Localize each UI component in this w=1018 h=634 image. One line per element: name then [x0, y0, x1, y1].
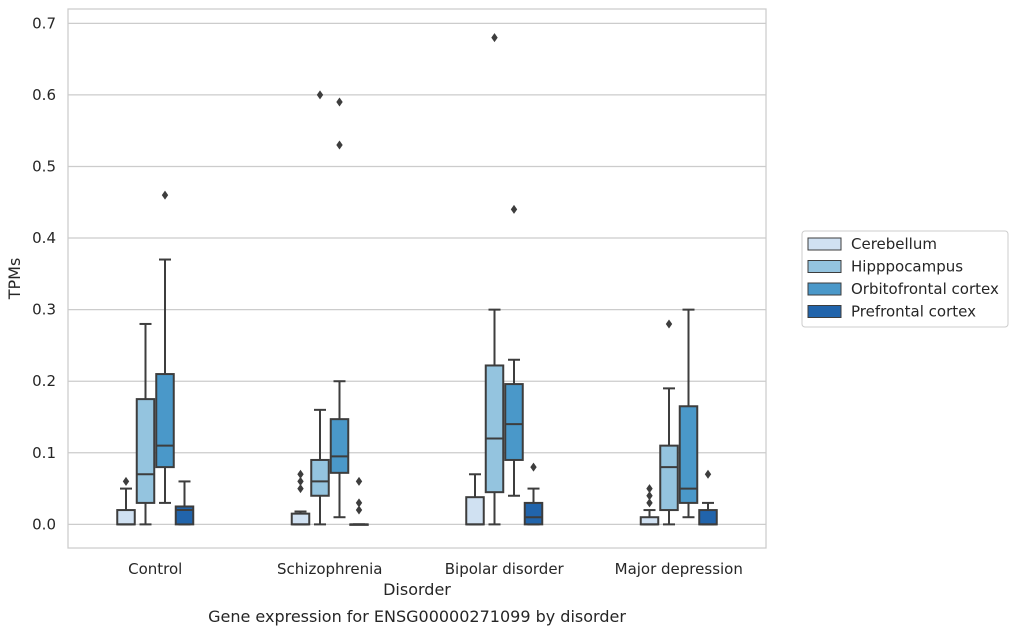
plot-area-frame [67, 8, 767, 549]
y-axis-ticks: 0.0 0.1 0.2 0.3 0.4 0.5 0.6 0.7 [32, 14, 56, 533]
series-prefrontal-cortex [174, 462, 718, 526]
outlier-point [530, 462, 537, 472]
y-tick-label: 0.0 [32, 515, 56, 533]
y-tick-label: 0.3 [32, 301, 56, 319]
box [523, 501, 544, 526]
legend-swatch [807, 305, 842, 318]
outlier-point [665, 319, 673, 329]
y-tick-label: 0.4 [32, 229, 56, 247]
outlier-point [510, 204, 518, 214]
box-groups [116, 33, 718, 526]
box [290, 512, 311, 526]
box [484, 364, 505, 494]
legend-swatch [807, 237, 842, 251]
outlier-point [491, 33, 498, 43]
legend-label: Cerebellum [851, 235, 937, 253]
legend-swatch [807, 260, 842, 273]
outlier-point [355, 498, 363, 508]
outlier-point [297, 469, 304, 479]
outlier-point [646, 484, 653, 494]
outlier-point [704, 469, 712, 479]
outlier-point [646, 498, 653, 508]
y-tick-label: 0.7 [32, 14, 56, 32]
box [135, 398, 156, 504]
x-tick-label: Schizophrenia [277, 560, 382, 578]
outlier-point [316, 90, 324, 100]
x-tick-label: Control [128, 560, 182, 578]
legend-label: Prefrontal cortex [851, 303, 976, 321]
y-tick-label: 0.1 [32, 444, 56, 462]
legend: Cerebellum Hipppocampus Orbitofrontal cort… [801, 230, 1009, 328]
box [310, 458, 330, 497]
y-tick-label: 0.6 [32, 86, 56, 104]
box [465, 496, 485, 526]
y-tick-label: 0.5 [32, 157, 56, 175]
box [504, 383, 524, 461]
outlier-point [297, 484, 304, 494]
outlier-point [355, 505, 363, 515]
box [698, 509, 718, 526]
outlier-point [297, 476, 304, 486]
legend-label: Orbitofrontal cortex [851, 280, 999, 298]
x-axis-ticks: Control Schizophrenia Bipolar disorder Majo… [128, 560, 743, 578]
outlier-point [161, 190, 169, 200]
box [678, 405, 699, 504]
y-tick-label: 0.2 [32, 372, 56, 390]
series-hipppocampus [135, 33, 679, 526]
outlier-point [122, 476, 130, 486]
x-tick-label: Bipolar disorder [445, 560, 565, 578]
series-cerebellum [116, 469, 660, 526]
x-tick-label: Major depression [615, 560, 743, 578]
chart-caption: Gene expression for ENSG00000271099 by d… [208, 607, 626, 626]
box [659, 444, 679, 512]
outlier-point [336, 140, 343, 150]
outlier-point [336, 97, 343, 107]
y-axis-label: TPMs [5, 258, 24, 301]
box [116, 509, 136, 526]
outlier-point [355, 476, 363, 486]
series-orbitofrontal-cortex [155, 97, 699, 519]
box [329, 418, 350, 474]
legend-swatch [807, 282, 842, 296]
legend-frame [801, 230, 1009, 328]
outlier-point [646, 491, 653, 501]
legend-label: Hipppocampus [851, 258, 963, 276]
box [155, 373, 175, 469]
x-axis-label: Disorder [383, 580, 451, 599]
box [639, 516, 660, 526]
